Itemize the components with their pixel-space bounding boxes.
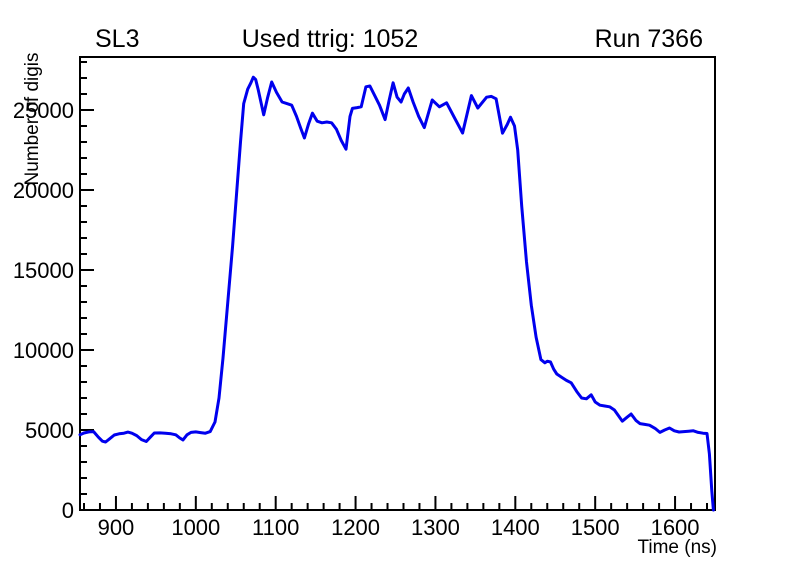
run-number-title: Run 7366 — [594, 25, 703, 53]
y-tick-label: 25000 — [13, 98, 74, 123]
x-axis-title: Time (ns) — [637, 537, 717, 558]
x-tick-label: 1300 — [411, 515, 460, 540]
chart-title: Used ttrig: 1052 — [241, 25, 419, 53]
x-tick-label: 1500 — [571, 515, 620, 540]
superlayer-title: SL3 — [95, 25, 140, 53]
x-tick-label: 1000 — [171, 515, 220, 540]
y-tick-label: 10000 — [13, 338, 74, 363]
y-tick-label: 20000 — [13, 178, 74, 203]
x-tick-label: 900 — [98, 515, 135, 540]
x-tick-label: 1600 — [651, 515, 700, 540]
x-tick-label: 1200 — [331, 515, 380, 540]
x-tick-label: 1400 — [491, 515, 540, 540]
plot-frame — [79, 56, 716, 511]
x-tick-label: 1100 — [252, 515, 299, 540]
y-tick-label: 0 — [62, 498, 74, 523]
y-axis-title: Number of digis — [22, 52, 43, 186]
y-tick-label: 5000 — [25, 418, 74, 443]
y-tick-label: 15000 — [13, 258, 74, 283]
data-line — [78, 75, 715, 512]
